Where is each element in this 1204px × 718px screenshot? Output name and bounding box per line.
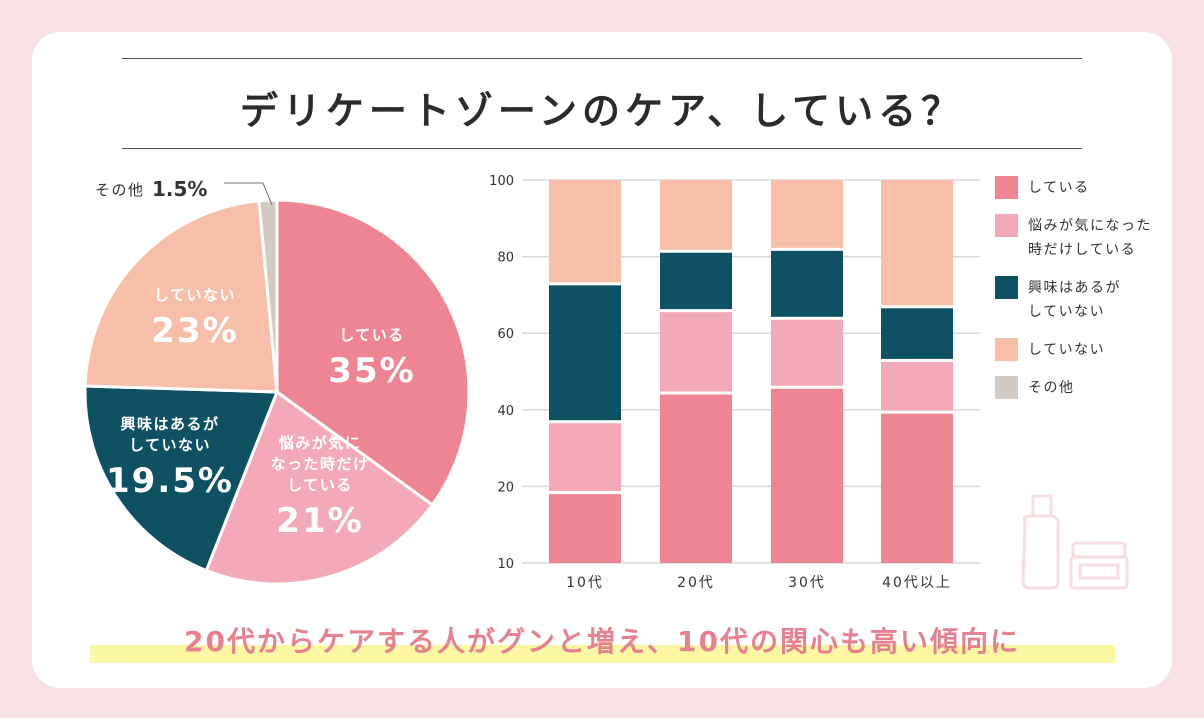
pie-slice-label: している [287, 476, 353, 494]
pie-slice-label: していない [129, 436, 211, 454]
title-rule-bottom [122, 148, 1082, 149]
legend-item: 悩みが気になった 時だけしている [995, 214, 1178, 262]
bottle-icon [1031, 494, 1053, 518]
y-tick-label: 100 [489, 174, 514, 189]
legend-label: その他 [1028, 376, 1178, 400]
legend-label-line: 時だけしている [1028, 242, 1137, 258]
legend-swatch [995, 176, 1018, 199]
bar-segment [549, 285, 621, 421]
bar-segment [660, 394, 732, 563]
x-tick-label: 10代 [566, 575, 604, 591]
pie-value-label: 19.5% [106, 461, 234, 501]
pie-slice-label: 興味はあるが [120, 415, 219, 433]
pie-other-value: 1.5% [152, 177, 207, 201]
legend-label: していない [1028, 338, 1178, 362]
bar-segment [660, 180, 732, 250]
legend-label-line: 興味はあるが [1028, 280, 1121, 296]
bar-segment [771, 319, 843, 386]
jar-icon [1069, 555, 1129, 590]
bar-segment [660, 312, 732, 392]
legend-label-line: していない [1028, 342, 1106, 358]
x-tick-label: 30代 [788, 575, 826, 591]
legend-swatch [995, 338, 1018, 361]
pie-slice-label: していない [154, 286, 236, 304]
pie-value-label: 23% [151, 311, 238, 351]
bar-segment [660, 252, 732, 310]
jar-icon [1078, 563, 1120, 580]
y-tick-label: 20 [497, 480, 514, 495]
caption-highlight [90, 645, 1115, 663]
page-title: デリケートゾーンのケア、している？ [239, 89, 965, 133]
bar-segment [881, 308, 953, 359]
legend-label-line: している [1028, 180, 1090, 196]
bar-segment [549, 423, 621, 492]
x-tick-label: 40代以上 [882, 575, 952, 591]
pie-value-label: 21% [276, 501, 363, 541]
pie-slice [275, 198, 471, 507]
pie-slice [83, 384, 280, 573]
legend-swatch [995, 276, 1018, 299]
legend-label: 興味はあるが していない [1028, 276, 1178, 324]
legend-swatch [995, 214, 1018, 237]
legend-item: していない [995, 338, 1178, 362]
legend-swatch [995, 376, 1018, 399]
bottle-icon [1021, 514, 1060, 590]
y-tick-label: 10 [497, 557, 514, 572]
pie-slice-label: している [339, 326, 405, 344]
x-tick-label: 20代 [677, 575, 715, 591]
pie-slice [83, 199, 279, 394]
bar-segment [771, 388, 843, 563]
y-tick-label: 60 [497, 327, 514, 342]
pie-slice [204, 389, 435, 586]
pie-slice-label: なった時だけ [270, 455, 369, 473]
bar-segment [549, 180, 621, 283]
pie-value-label: 35% [328, 351, 415, 391]
bar-segment [771, 250, 843, 317]
bar-segment [881, 180, 953, 306]
bar-segment [881, 361, 953, 411]
legend-label-line: 悩みが気になった [1028, 218, 1152, 234]
pie-slice-label: 悩みが気に [278, 434, 362, 452]
bar-legend: している 悩みが気になった 時だけしている 興味はあるが していない していない その他 [995, 176, 1178, 414]
legend-item: 興味はあるが していない [995, 276, 1178, 324]
legend-item: その他 [995, 376, 1178, 400]
y-tick-label: 80 [497, 251, 514, 266]
legend-label: している [1028, 176, 1178, 200]
legend-label: 悩みが気になった 時だけしている [1028, 214, 1178, 262]
legend-label-line: その他 [1028, 380, 1075, 396]
bar-segment [881, 413, 953, 563]
caption: 20代からケアする人がグンと増え、10代の関心も高い傾向に [184, 625, 1020, 658]
pie-other-leader-line [224, 182, 273, 206]
pie-slice [257, 198, 279, 393]
bar-segment [771, 180, 843, 248]
title-rule-top [122, 58, 1082, 59]
legend-item: している [995, 176, 1178, 200]
jar-icon [1071, 541, 1127, 559]
pie-other-label: その他 [95, 181, 145, 199]
legend-label-line: していない [1028, 304, 1106, 320]
y-tick-label: 40 [497, 404, 514, 419]
bar-segment [549, 494, 621, 563]
